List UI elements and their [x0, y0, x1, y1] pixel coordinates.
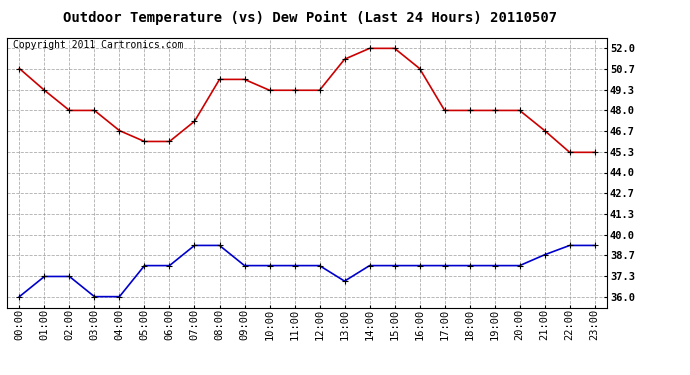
Text: Copyright 2011 Cartronics.com: Copyright 2011 Cartronics.com	[13, 40, 184, 50]
Text: Outdoor Temperature (vs) Dew Point (Last 24 Hours) 20110507: Outdoor Temperature (vs) Dew Point (Last…	[63, 11, 558, 26]
